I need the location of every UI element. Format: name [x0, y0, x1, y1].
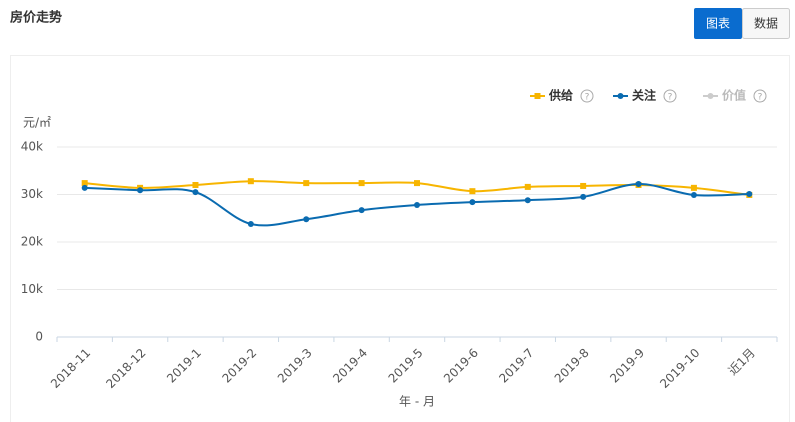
chart-button-label[interactable]: 图表 [706, 17, 730, 31]
legend-marker [534, 93, 541, 99]
y-tick-label: 20k [21, 235, 43, 249]
point [524, 197, 531, 204]
x-axis-label: 年 - 月 [399, 395, 435, 409]
legend-marker [617, 93, 624, 99]
point [746, 191, 753, 198]
point [580, 182, 587, 189]
point [635, 181, 642, 188]
chart-panel [10, 55, 790, 422]
point [469, 188, 476, 195]
point [247, 178, 254, 185]
page-title: 房价走势 [10, 10, 62, 26]
legend-item[interactable]: 关注? [613, 88, 677, 103]
point [247, 220, 254, 227]
point [303, 216, 310, 223]
help-icon-glyph: ? [668, 93, 673, 103]
data-button[interactable] [742, 8, 790, 39]
point [303, 180, 310, 187]
point [81, 184, 88, 191]
help-icon [663, 89, 677, 103]
y-tick-label: 0 [35, 330, 43, 344]
help-icon-glyph: ? [585, 93, 590, 103]
point [358, 180, 365, 187]
help-icon-glyph: ? [758, 93, 763, 103]
legend-item[interactable]: 供给? [530, 88, 594, 103]
point [81, 180, 88, 187]
y-tick-label: 10k [21, 282, 43, 296]
legend-label: 关注 [632, 88, 656, 103]
legend-item[interactable]: 价值? [703, 88, 767, 103]
point [192, 189, 199, 196]
point [358, 207, 365, 214]
legend-label: 供给 [548, 88, 573, 103]
legend-label: 价值 [722, 88, 746, 103]
y-tick-label: 30k [21, 187, 43, 201]
point [580, 193, 587, 200]
y-axis-label: 元/㎡ [23, 116, 51, 130]
help-icon [580, 89, 594, 103]
point [137, 187, 144, 194]
legend-marker [707, 93, 714, 99]
point [524, 183, 531, 190]
point [414, 180, 420, 187]
point [192, 182, 199, 188]
point [414, 201, 420, 208]
point [690, 191, 697, 198]
help-icon [753, 89, 767, 103]
point [690, 184, 697, 191]
point [469, 199, 476, 206]
data-button-label[interactable]: 数据 [754, 16, 778, 31]
chart-button[interactable] [694, 8, 742, 39]
y-tick-label: 40k [21, 140, 43, 154]
